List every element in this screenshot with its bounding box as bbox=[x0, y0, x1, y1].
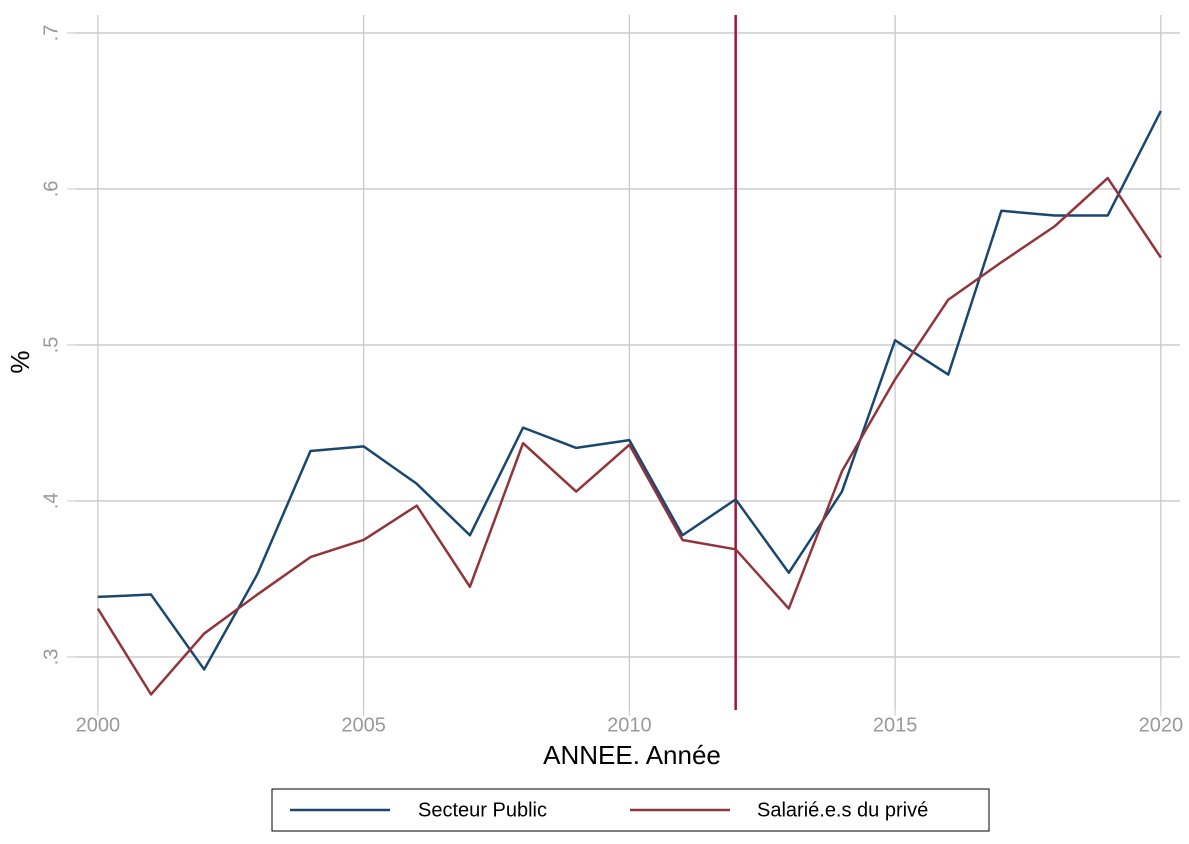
x-tick-label: 2010 bbox=[607, 714, 652, 736]
legend-label: Secteur Public bbox=[418, 799, 547, 821]
legend-label: Salarié.e.s du privé bbox=[757, 799, 928, 821]
x-axis-title: ANNEE. Année bbox=[543, 740, 721, 770]
y-tick-label: .7 bbox=[40, 25, 62, 42]
y-tick-label: .6 bbox=[40, 181, 62, 198]
x-tick-label: 2020 bbox=[1139, 714, 1184, 736]
data-line bbox=[97, 110, 1162, 671]
y-axis-title: % bbox=[5, 350, 35, 373]
x-tick-label: 2005 bbox=[341, 714, 386, 736]
x-tick-label: 2000 bbox=[76, 714, 121, 736]
data-line bbox=[96, 176, 1162, 696]
x-tick-label: 2015 bbox=[873, 714, 918, 736]
y-tick-label: .3 bbox=[40, 649, 62, 666]
y-tick-label: .5 bbox=[40, 337, 62, 354]
y-tick-label: .4 bbox=[40, 493, 62, 510]
